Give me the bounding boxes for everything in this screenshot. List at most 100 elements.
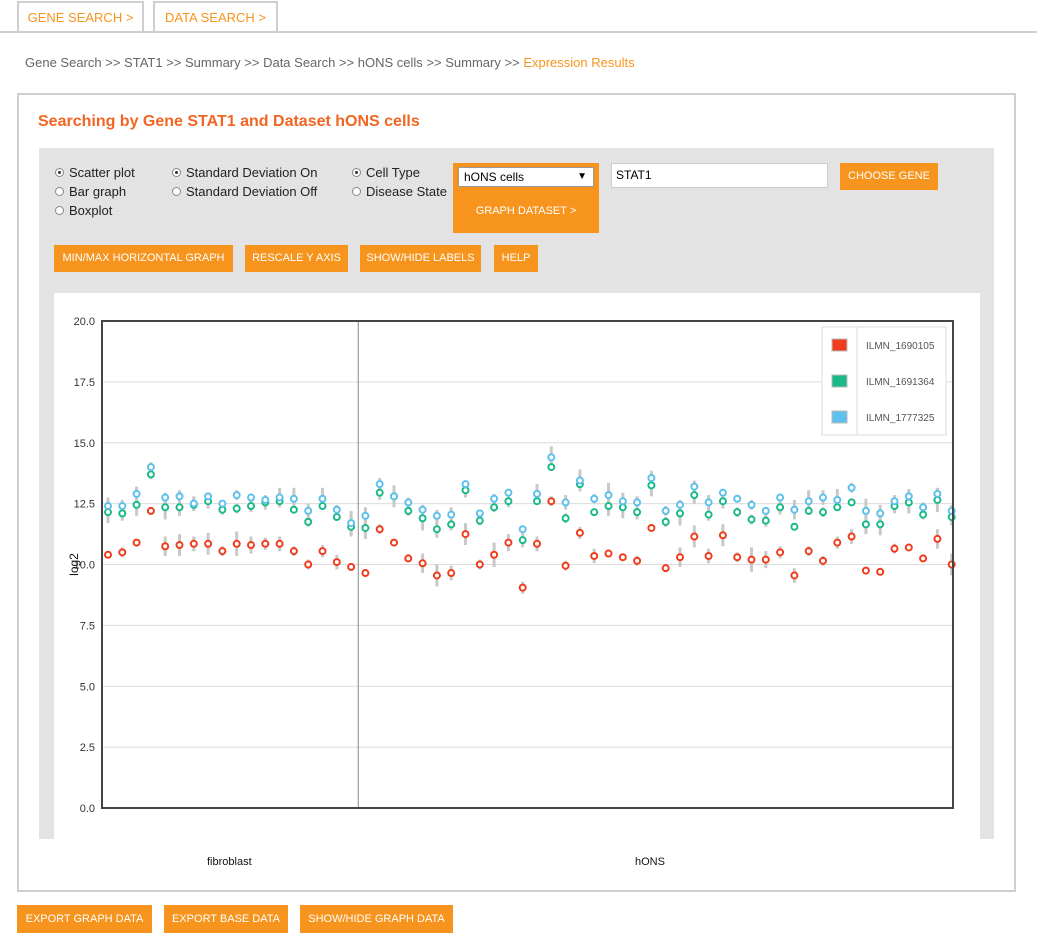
data-point [704,510,713,519]
data-point [475,509,484,518]
scatter-plot-label: Scatter plot [69,165,135,180]
data-point [676,553,684,562]
data-point [490,494,499,503]
show-hide-graph-data-button[interactable]: SHOW/HIDE GRAPH DATA [300,905,453,933]
data-point [218,499,227,508]
show-hide-labels-button[interactable]: SHOW/HIDE LABELS [360,245,481,272]
legend-swatch [831,374,848,388]
data-point [161,493,170,502]
data-point [404,554,413,563]
data-point [132,489,141,498]
breadcrumb-stat1[interactable]: STAT1 [124,55,163,70]
dataset-select[interactable]: hONS cells ▼ [458,167,594,187]
data-point [247,502,255,511]
bar-graph-label: Bar graph [69,184,127,199]
choose-gene-button[interactable]: CHOOSE GENE [840,163,938,190]
data-point [189,539,198,548]
data-point [118,548,127,557]
data-point [175,503,184,512]
data-point [404,506,413,515]
breadcrumb-data-search[interactable]: Data Search [263,55,336,70]
data-point [876,520,885,529]
data-point [733,553,742,562]
data-point [861,520,870,529]
boxplot-label: Boxplot [69,203,113,218]
breadcrumb-summary[interactable]: Summary [185,55,241,70]
export-base-data-button[interactable]: EXPORT BASE DATA [164,905,288,933]
std-dev-off-label: Standard Deviation Off [186,184,318,199]
boxplot-option[interactable]: Boxplot [55,203,112,218]
data-point [847,532,856,541]
data-search-tab[interactable]: DATA SEARCH > [153,1,278,31]
rescale-y-axis-button[interactable]: RESCALE Y AXIS [245,245,348,272]
radio-icon[interactable] [55,206,64,215]
data-point [161,503,170,512]
scatter-chart: 0.0 2.5 5.0 7.5 10.0 12.5 15.0 17.5 20.0 log2 ILMN… [67,316,956,815]
dropdown-arrow-icon[interactable]: ▼ [577,171,587,182]
graph-dataset-button[interactable]: GRAPH DATASET > [475,205,577,217]
data-point [547,497,556,506]
data-point [204,492,213,501]
data-point [447,510,456,519]
data-point [204,539,213,548]
data-point [790,522,799,531]
data-point [189,499,198,508]
data-point [590,508,599,517]
data-point [361,511,370,520]
bar-graph-option[interactable]: Bar graph [55,184,126,199]
data-point [432,511,441,520]
data-point [747,500,756,509]
min-max-horizontal-button[interactable]: MIN/MAX HORIZONTAL GRAPH [54,245,233,272]
export-graph-data-button[interactable]: EXPORT GRAPH DATA [17,905,152,933]
y-tick-label: 20.0 [74,316,95,328]
data-point [690,532,699,541]
scatter-plot-option[interactable]: Scatter plot [55,165,135,180]
radio-selected-icon[interactable] [172,168,181,177]
breadcrumb-hons-cells[interactable]: hONS cells [357,55,423,70]
data-point [304,506,313,515]
radio-selected-icon[interactable] [352,168,361,177]
data-point [561,514,570,523]
nav-divider [0,31,1037,33]
std-dev-on-option[interactable]: Standard Deviation On [172,165,318,180]
radio-icon[interactable] [172,187,181,196]
data-point [461,480,470,489]
data-point [604,502,613,511]
data-point [704,498,713,507]
data-point [819,493,827,502]
data-point [504,538,513,547]
data-point [161,542,170,551]
data-point [375,488,384,497]
data-point [833,538,842,547]
help-button[interactable]: HELP [494,245,538,272]
data-point [604,491,613,500]
gene-search-tab[interactable]: GENE SEARCH > [17,1,144,31]
data-point [847,498,856,507]
x-category-label-hons: hONS [635,856,665,868]
data-point [318,494,327,503]
breadcrumb-gene-search[interactable]: Gene Search [25,55,102,70]
breadcrumb-summary-2[interactable]: Summary [445,55,501,70]
data-point [633,498,642,507]
std-dev-off-option[interactable]: Standard Deviation Off [172,184,317,199]
cell-type-label: Cell Type [366,165,420,180]
radio-icon[interactable] [55,187,64,196]
radio-selected-icon[interactable] [55,168,64,177]
data-point [575,528,584,537]
data-point [590,551,599,560]
disease-state-option[interactable]: Disease State [352,184,447,199]
data-point [633,508,642,517]
data-point [275,539,284,548]
data-point [390,492,398,501]
breadcrumb-sep: >> [244,55,260,70]
data-point [833,495,842,504]
breadcrumb-sep: >> [105,55,121,70]
data-point [461,530,470,539]
data-point [919,554,928,563]
data-point [332,513,341,522]
cell-type-option[interactable]: Cell Type [352,165,420,180]
data-point [876,567,885,576]
radio-icon[interactable] [352,187,361,196]
data-point [375,525,384,534]
gene-input[interactable]: STAT1 [611,163,828,188]
